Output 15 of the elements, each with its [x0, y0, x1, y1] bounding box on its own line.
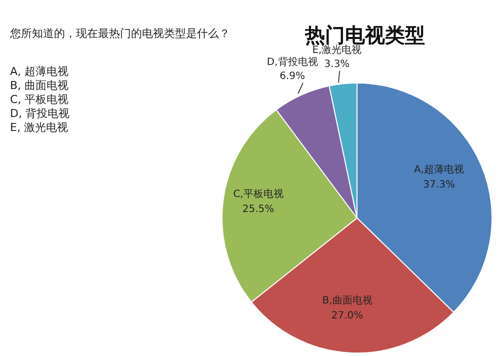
slice-label: D,背投电视: [266, 56, 318, 68]
text: 您所知道的，现在最热门的电视类型是什么？: [10, 26, 230, 41]
data-label: 37.3%: [423, 179, 455, 190]
text: D, 背投电视: [10, 106, 70, 121]
data-label: 25.5%: [242, 204, 274, 215]
data-label: 6.9%: [280, 70, 306, 82]
slice-label: C,平板电视: [233, 188, 284, 200]
data-label: 27.0%: [331, 310, 364, 322]
data-label: 3.3%: [324, 58, 350, 70]
text: E, 激光电视: [10, 120, 68, 135]
slice-label: A,超薄电视: [414, 163, 464, 176]
slice-label: B,曲面电视: [322, 294, 372, 306]
text: C, 平板电视: [10, 92, 69, 107]
text: A, 超薄电视: [10, 64, 69, 79]
text: B, 曲面电视: [10, 78, 69, 93]
